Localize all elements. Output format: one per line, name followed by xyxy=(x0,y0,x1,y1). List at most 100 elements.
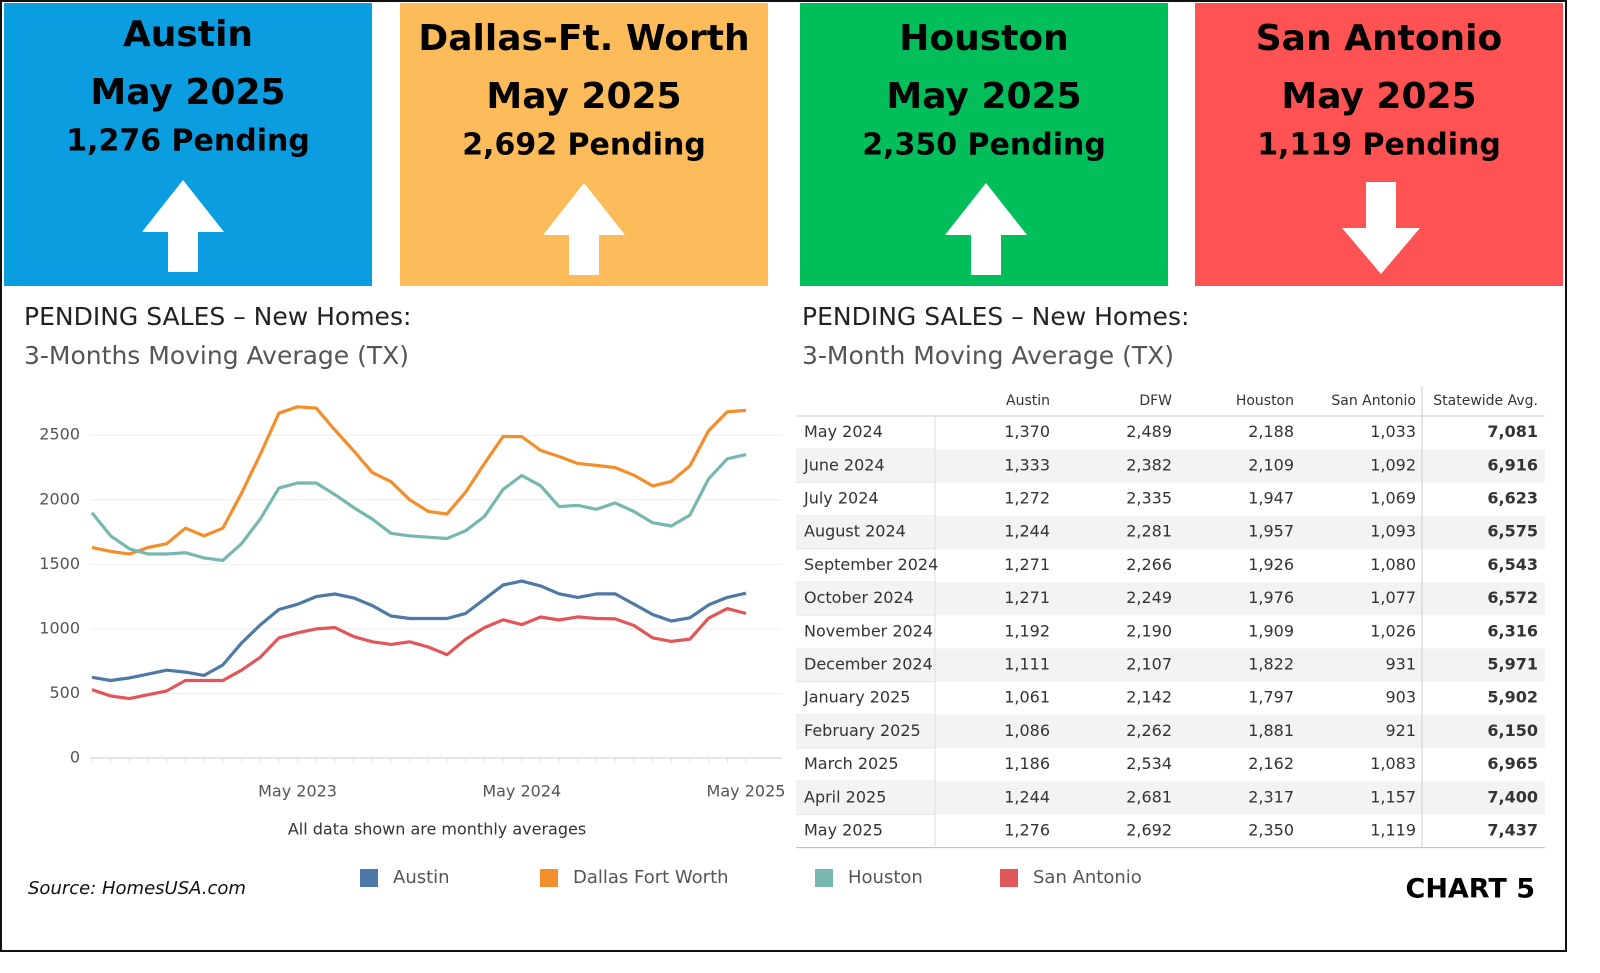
cell: 1,276 xyxy=(1004,821,1050,840)
cell: 6,316 xyxy=(1487,621,1538,640)
cell: 1,157 xyxy=(1370,787,1416,806)
series-line xyxy=(91,579,747,683)
cell: 7,437 xyxy=(1487,821,1538,840)
row-label: August 2024 xyxy=(804,522,906,541)
cell: 2,188 xyxy=(1248,422,1294,441)
row-label: May 2025 xyxy=(804,821,883,840)
row-label: April 2025 xyxy=(804,787,886,806)
cell: 6,575 xyxy=(1487,522,1538,541)
cell: 2,489 xyxy=(1126,422,1172,441)
column-header: Statewide Avg. xyxy=(1433,393,1538,409)
row-label: November 2024 xyxy=(804,621,933,640)
card-period: May 2025 xyxy=(486,76,681,117)
card-city: San Antonio xyxy=(1256,18,1503,59)
arrow-up xyxy=(945,183,1027,275)
cell: 5,902 xyxy=(1487,688,1538,707)
y-tick-label: 2500 xyxy=(39,425,80,444)
legend-label: San Antonio xyxy=(1033,867,1142,888)
cell: 1,822 xyxy=(1248,655,1294,674)
y-tick-label: 0 xyxy=(70,748,80,767)
cell: 1,033 xyxy=(1370,422,1416,441)
cell: 2,190 xyxy=(1126,621,1172,640)
card-city: Austin xyxy=(123,14,253,55)
cell: 1,271 xyxy=(1004,555,1050,574)
card-pending: 1,119 Pending xyxy=(1257,128,1501,163)
cell: 6,572 xyxy=(1487,588,1538,607)
cell: 6,623 xyxy=(1487,489,1538,508)
cell: 1,797 xyxy=(1248,688,1294,707)
column-header: DFW xyxy=(1139,393,1172,409)
cell: 7,400 xyxy=(1487,787,1538,806)
cell: 2,350 xyxy=(1248,821,1294,840)
row-label: May 2024 xyxy=(804,422,883,441)
legend-swatch xyxy=(1000,869,1018,887)
cell: 1,093 xyxy=(1370,522,1416,541)
cell: 1,069 xyxy=(1370,489,1416,508)
cell: 6,965 xyxy=(1487,754,1538,773)
cell: 1,111 xyxy=(1004,655,1050,674)
cell: 1,333 xyxy=(1004,455,1050,474)
table-title: PENDING SALES – New Homes: xyxy=(802,302,1189,331)
cell: 2,249 xyxy=(1126,588,1172,607)
legend-swatch xyxy=(540,869,558,887)
cell: 1,909 xyxy=(1248,621,1294,640)
frame xyxy=(0,0,1567,952)
row-label: October 2024 xyxy=(804,588,914,607)
legend-swatch xyxy=(360,869,378,887)
cell: 1,370 xyxy=(1004,422,1050,441)
cell: 1,926 xyxy=(1248,555,1294,574)
column-header: San Antonio xyxy=(1331,393,1416,409)
card-period: May 2025 xyxy=(90,72,285,113)
row-label: July 2024 xyxy=(803,489,879,508)
cell: 931 xyxy=(1385,655,1416,674)
cell: 5,971 xyxy=(1487,655,1538,674)
series-line xyxy=(90,453,747,562)
cell: 1,244 xyxy=(1004,787,1050,806)
cell: 1,092 xyxy=(1370,455,1416,474)
cell: 1,083 xyxy=(1370,754,1416,773)
card-city: Dallas-Ft. Worth xyxy=(418,18,749,59)
cell: 2,266 xyxy=(1126,555,1172,574)
cell: 1,119 xyxy=(1370,821,1416,840)
card-pending: 2,350 Pending xyxy=(862,128,1106,163)
cell: 1,077 xyxy=(1370,588,1416,607)
cell: 2,534 xyxy=(1126,754,1172,773)
row-band xyxy=(796,648,1545,682)
y-tick-label: 2000 xyxy=(39,489,80,508)
cell: 1,086 xyxy=(1004,721,1050,740)
x-axis-label: All data shown are monthly averages xyxy=(288,820,586,839)
row-band xyxy=(796,449,1545,483)
source: Source: HomesUSA.com xyxy=(28,878,246,899)
cell: 2,262 xyxy=(1126,721,1172,740)
card-pending: 2,692 Pending xyxy=(462,128,706,163)
column-header: Austin xyxy=(1006,393,1050,409)
row-label: December 2024 xyxy=(804,655,933,674)
cell: 2,681 xyxy=(1126,787,1172,806)
table-subtitle: 3-Month Moving Average (TX) xyxy=(802,341,1174,370)
row-label: June 2024 xyxy=(803,455,885,474)
title-main: PENDING SALES – New Homes: xyxy=(24,302,411,331)
cell: 2,109 xyxy=(1248,455,1294,474)
legend-label: Dallas Fort Worth xyxy=(573,867,729,888)
cell: 7,081 xyxy=(1487,422,1538,441)
column-header: Houston xyxy=(1236,393,1294,409)
card-pending: 1,276 Pending xyxy=(66,124,310,159)
cell: 1,192 xyxy=(1004,621,1050,640)
row-label: January 2025 xyxy=(803,688,910,707)
cell: 1,272 xyxy=(1004,489,1050,508)
row-band xyxy=(796,781,1545,815)
cell: 1,271 xyxy=(1004,588,1050,607)
cell: 2,382 xyxy=(1126,455,1172,474)
cell: 2,317 xyxy=(1248,787,1294,806)
cell: 6,543 xyxy=(1487,555,1538,574)
cell: 6,916 xyxy=(1487,455,1538,474)
arrow-up xyxy=(142,180,224,272)
x-tick-label: May 2024 xyxy=(482,782,561,801)
legend-swatch xyxy=(815,869,833,887)
series-line xyxy=(91,405,747,556)
row-band xyxy=(796,515,1545,549)
cell: 2,142 xyxy=(1126,688,1172,707)
row-band xyxy=(796,582,1545,616)
cell: 1,080 xyxy=(1370,555,1416,574)
